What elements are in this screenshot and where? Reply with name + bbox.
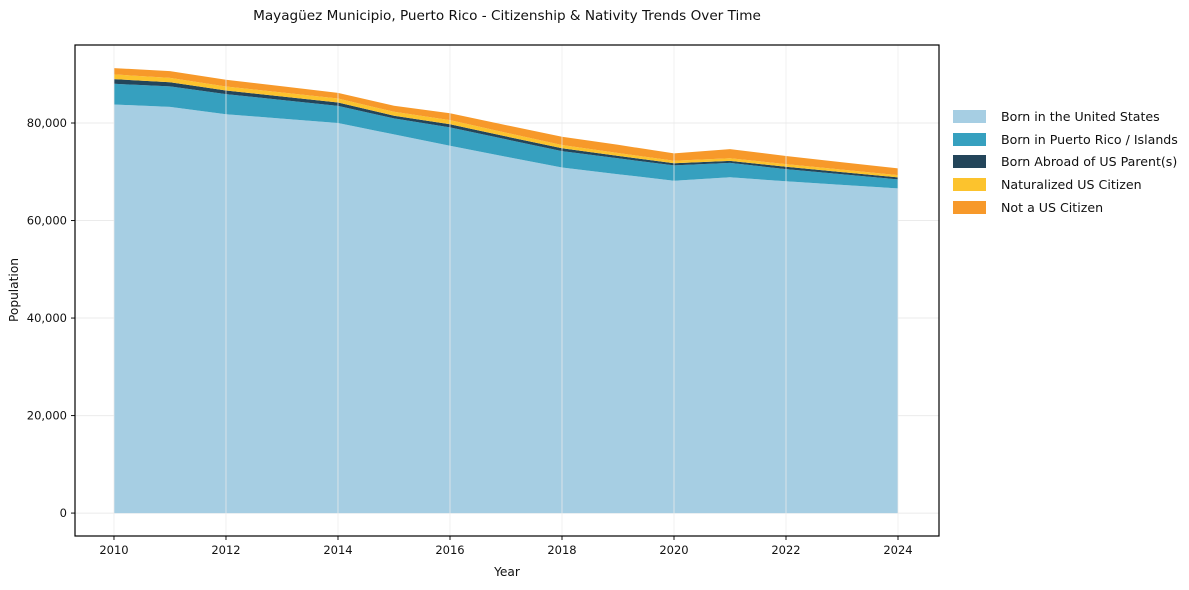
y-tick-label: 0 (60, 506, 67, 520)
x-tick-label: 2016 (435, 543, 464, 557)
x-tick-label: 2012 (211, 543, 240, 557)
legend-item-1: Born in Puerto Rico / Islands (953, 128, 1178, 151)
legend-swatch (953, 155, 986, 169)
legend-label: Born Abroad of US Parent(s) (1001, 154, 1178, 170)
x-tick-label: 2014 (323, 543, 352, 557)
area-series-3 (114, 74, 898, 178)
legend-label: Naturalized US Citizen (1001, 176, 1142, 192)
legend-label: Born in the United States (1001, 108, 1160, 124)
x-tick-label: 2022 (771, 543, 800, 557)
y-tick-label: 40,000 (27, 311, 67, 325)
area-series-0 (114, 104, 898, 514)
x-tick-label: 2018 (547, 543, 576, 557)
x-tick-label: 2010 (99, 543, 128, 557)
chart-title: Mayagüez Municipio, Puerto Rico - Citize… (253, 8, 761, 24)
area-series-4 (114, 68, 898, 176)
area-series-2 (114, 79, 898, 180)
legend-swatch (953, 109, 986, 123)
legend-item-2: Born Abroad of US Parent(s) (953, 150, 1178, 173)
legend-label: Born in Puerto Rico / Islands (1001, 131, 1178, 147)
y-tick-label: 60,000 (27, 214, 67, 228)
legend-item-4: Not a US Citizen (953, 196, 1178, 219)
y-tick-label: 20,000 (27, 409, 67, 423)
legend-swatch (953, 177, 986, 191)
legend-item-3: Naturalized US Citizen (953, 173, 1178, 196)
area-series-1 (114, 83, 898, 189)
plot-border (74, 44, 940, 537)
legend-swatch (953, 200, 986, 214)
legend: Born in the United States Born in Puerto … (953, 105, 1178, 218)
y-axis-label: Population (7, 257, 21, 323)
y-tick-label: 80,000 (27, 116, 67, 130)
x-axis-label: Year (494, 565, 520, 579)
legend-item-0: Born in the United States (953, 105, 1178, 128)
x-tick-label: 2024 (883, 543, 912, 557)
legend-label: Not a US Citizen (1001, 199, 1104, 215)
legend-swatch (953, 132, 986, 146)
x-tick-label: 2020 (659, 543, 688, 557)
